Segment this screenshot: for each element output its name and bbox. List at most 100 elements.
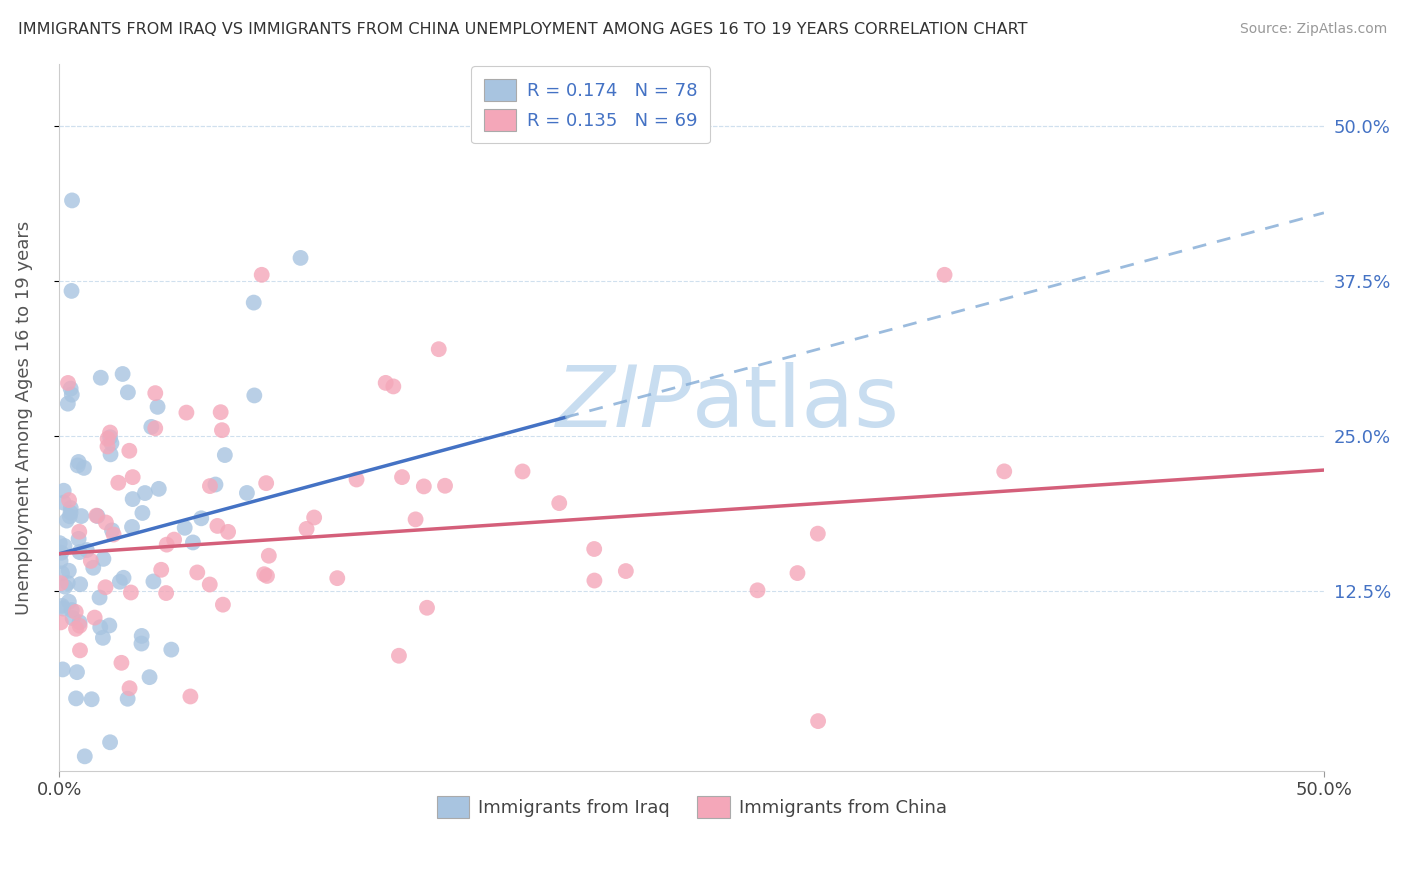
Point [173,521,195,535]
Point [89,591,111,605]
Point [98,618,121,632]
Point [121,492,143,507]
Point [163,533,186,547]
Point [97,432,120,446]
Point [59,509,82,524]
Point [302,510,325,524]
Point [80,554,103,568]
Point [49,576,72,591]
Point [212,598,235,612]
Point [98,735,121,749]
Point [512,465,534,479]
Text: ZIP: ZIP [555,362,692,445]
Y-axis label: Unemployment Among Ages 16 to 19 years: Unemployment Among Ages 16 to 19 years [15,220,32,615]
Point [53,580,76,594]
Point [118,681,141,696]
Point [82,560,104,574]
Point [181,535,204,549]
Point [66,458,89,473]
Point [52,496,75,510]
Point [614,564,637,578]
Point [143,421,166,435]
Point [198,577,221,591]
Point [160,642,183,657]
Point [80,814,103,829]
Point [204,477,226,491]
Point [236,486,259,500]
Point [60,284,83,298]
Point [62,611,84,625]
Point [214,448,236,462]
Point [242,295,264,310]
Point [96,440,118,454]
Point [91,631,114,645]
Point [143,386,166,401]
Point [76,543,98,558]
Point [134,486,156,500]
Point [112,571,135,585]
Point [49,554,72,568]
Point [58,595,80,609]
Legend: Immigrants from Iraq, Immigrants from China: Immigrants from Iraq, Immigrants from Ch… [429,789,953,825]
Point [56,576,79,591]
Point [548,496,571,510]
Point [786,566,808,580]
Point [254,476,277,491]
Point [48,536,70,550]
Point [108,574,131,589]
Point [69,643,91,657]
Point [49,615,72,630]
Point [69,545,91,559]
Point [100,436,122,450]
Point [156,538,179,552]
Point [121,520,143,534]
Point [416,600,439,615]
Point [70,509,93,524]
Point [73,749,96,764]
Point [131,636,153,650]
Point [412,479,434,493]
Point [101,524,124,538]
Point [131,506,153,520]
Point [434,479,457,493]
Point [807,714,830,728]
Point [427,342,450,356]
Point [65,605,87,619]
Point [346,473,368,487]
Point [51,566,73,581]
Point [186,566,208,580]
Point [56,397,79,411]
Point [73,461,96,475]
Point [66,665,89,680]
Point [146,400,169,414]
Text: Source: ZipAtlas.com: Source: ZipAtlas.com [1240,22,1388,37]
Text: atlas: atlas [692,362,900,445]
Point [117,385,139,400]
Point [583,541,606,556]
Point [993,464,1015,478]
Point [138,670,160,684]
Point [103,527,125,541]
Point [250,268,273,282]
Point [83,610,105,624]
Point [747,583,769,598]
Point [67,455,90,469]
Point [155,586,177,600]
Point [94,516,117,530]
Point [243,388,266,402]
Point [150,563,173,577]
Point [257,549,280,563]
Point [198,479,221,493]
Point [58,564,80,578]
Point [69,615,91,630]
Point [90,370,112,384]
Point [256,569,278,583]
Point [190,511,212,525]
Point [807,526,830,541]
Point [86,508,108,523]
Point [207,519,229,533]
Point [326,571,349,585]
Point [107,475,129,490]
Point [51,546,73,560]
Point [59,382,82,396]
